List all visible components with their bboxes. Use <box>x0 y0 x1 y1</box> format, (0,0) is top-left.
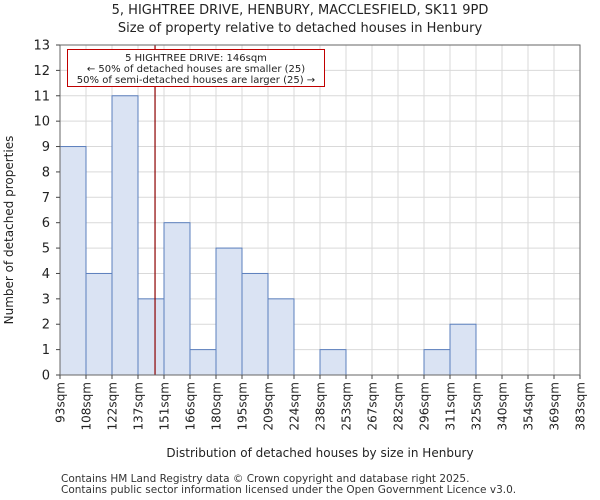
y-tick-label: 13 <box>33 39 50 54</box>
x-tick-label: 195sqm <box>236 382 250 430</box>
x-tick-label: 354sqm <box>522 382 536 430</box>
annotation-box: 5 HIGHTREE DRIVE: 146sqm ← 50% of detach… <box>67 49 325 87</box>
bar <box>189 349 217 376</box>
bar <box>423 349 451 376</box>
annotation-line-2: ← 50% of detached houses are smaller (25… <box>86 64 306 75</box>
y-tick-label: 6 <box>42 216 50 231</box>
bar <box>215 247 243 376</box>
footer-line-1: Contains HM Land Registry data © Crown c… <box>61 473 470 485</box>
bar <box>137 298 165 376</box>
bar <box>111 95 139 376</box>
x-tick-label: 122sqm <box>106 382 120 430</box>
y-tick-label: 8 <box>42 165 50 180</box>
bar <box>319 349 347 376</box>
x-tick-label: 93sqm <box>54 382 68 423</box>
x-axis-label: Distribution of detached houses by size … <box>166 446 473 460</box>
y-tick-label: 11 <box>33 89 50 104</box>
footer: Contains HM Land Registry data © Crown c… <box>61 474 516 496</box>
x-tick-label: 340sqm <box>496 382 510 430</box>
bar <box>163 222 191 376</box>
x-tick-label: 282sqm <box>392 382 406 430</box>
x-tick-label: 238sqm <box>314 382 328 430</box>
title-line-1: 5, HIGHTREE DRIVE, HENBURY, MACCLESFIELD… <box>111 3 489 18</box>
x-tick-label: 209sqm <box>262 382 276 430</box>
title-line-2: Size of property relative to detached ho… <box>117 21 483 36</box>
x-tick-label: 166sqm <box>184 382 198 430</box>
bar <box>241 272 269 376</box>
x-tick-label: 108sqm <box>80 382 94 430</box>
y-tick-label: 7 <box>42 191 50 206</box>
x-tick-label: 369sqm <box>548 382 562 430</box>
x-tick-label: 267sqm <box>366 382 380 430</box>
bar <box>59 146 87 376</box>
y-tick-label: 9 <box>42 140 50 155</box>
y-tick-label: 12 <box>33 64 50 79</box>
bar <box>449 323 477 376</box>
y-tick-label: 2 <box>42 318 50 333</box>
y-tick-label: 0 <box>42 369 50 384</box>
y-tick-label: 5 <box>42 242 50 257</box>
x-tick-label: 296sqm <box>418 382 432 430</box>
y-tick-label: 10 <box>33 115 50 130</box>
annotation-line-3: 50% of semi-detached houses are larger (… <box>76 75 316 86</box>
x-tick-label: 137sqm <box>132 382 146 430</box>
bar <box>85 272 113 376</box>
y-axis-label: Number of detached properties <box>2 136 16 325</box>
bar <box>267 298 295 376</box>
x-tick-label: 311sqm <box>444 382 458 430</box>
y-tick-label: 4 <box>42 267 50 282</box>
x-tick-label: 151sqm <box>158 382 172 430</box>
x-tick-label: 253sqm <box>340 382 354 430</box>
y-tick-label: 3 <box>42 292 50 307</box>
footer-line-2: Contains public sector information licen… <box>61 484 517 496</box>
bars <box>59 95 477 376</box>
x-tick-label: 325sqm <box>470 382 484 430</box>
chart-title: 5, HIGHTREE DRIVE, HENBURY, MACCLESFIELD… <box>0 2 600 38</box>
y-tick-label: 1 <box>42 343 50 358</box>
x-tick-label: 383sqm <box>574 382 588 430</box>
annotation-line-1: 5 HIGHTREE DRIVE: 146sqm <box>125 53 267 64</box>
x-tick-label: 180sqm <box>210 382 224 430</box>
x-tick-label: 224sqm <box>288 382 302 430</box>
